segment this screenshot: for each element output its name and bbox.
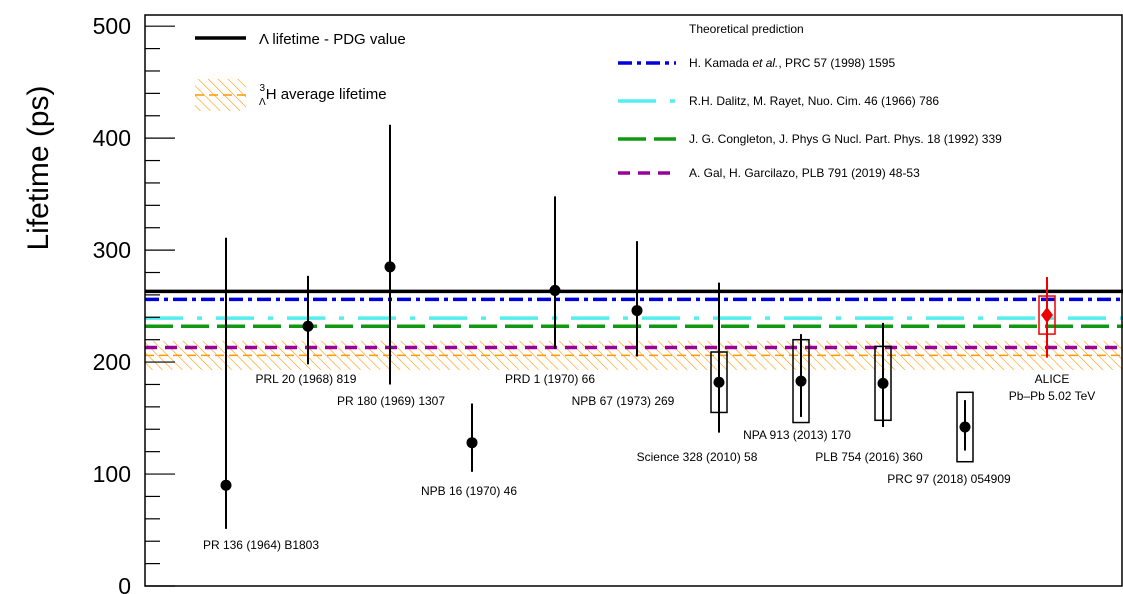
measurement-marker-7 — [795, 375, 807, 387]
legend-theory-title: Theoretical prediction — [689, 22, 804, 36]
y-tick-label: 500 — [93, 13, 131, 39]
measurement-marker-10 — [1041, 307, 1053, 324]
legend-pdg-label: Λ lifetime - PDG value — [259, 31, 406, 48]
measurement-label-3: NPB 16 (1970) 46 — [421, 484, 517, 498]
y-tick-label: 100 — [93, 461, 131, 487]
measurement-5: NPB 67 (1973) 269 — [572, 241, 675, 408]
measurement-marker-0 — [220, 479, 232, 491]
legend-hypertriton-label: 3 ΛH average lifetime — [259, 83, 387, 108]
measurement-marker-8 — [877, 377, 889, 389]
measurement-4: PRD 1 (1970) 66 — [505, 196, 595, 386]
legend-theory-label-0: H. Kamada et al., PRC 57 (1998) 1595 — [689, 56, 895, 70]
measurement-8: PLB 754 (2016) 360 — [815, 322, 923, 464]
legend-left: Λ lifetime - PDG value 3 ΛH average lifet… — [195, 31, 406, 111]
measurement-syst-box-7 — [792, 338, 810, 424]
measurement-marker-5 — [631, 305, 643, 317]
measurement-marker-2 — [384, 261, 396, 273]
measurement-10: ALICE Pb–Pb 5.02 TeV — [1009, 276, 1096, 403]
measurement-label-4: PRD 1 (1970) 66 — [505, 372, 595, 386]
y-tick-label: 200 — [93, 349, 131, 375]
measurement-marker-4 — [549, 284, 561, 296]
measurement-2: PR 180 (1969) 1307 — [337, 124, 445, 408]
measurement-label-0: PR 136 (1964) B1803 — [203, 538, 319, 552]
measurement-label-10-line2: Pb–Pb 5.02 TeV — [1009, 389, 1096, 403]
legend-theory-label-2: J. G. Congleton, J. Phys G Nucl. Part. P… — [689, 132, 1002, 146]
measurement-7: NPA 913 (2013) 170 — [743, 334, 851, 442]
measurement-syst-box-9 — [956, 391, 974, 463]
legend-theory-label-1: R.H. Dalitz, M. Rayet, Nuo. Cim. 46 (196… — [689, 94, 939, 108]
measurement-label-5: NPB 67 (1973) 269 — [572, 394, 675, 408]
y-axis-title: Lifetime (ps) — [22, 85, 55, 250]
measurement-9: PRC 97 (2018) 054909 — [887, 391, 1011, 486]
measurement-1: PRL 20 (1968) 819 — [256, 275, 357, 386]
measurement-3: NPB 16 (1970) 46 — [421, 403, 517, 498]
measurement-label-2: PR 180 (1969) 1307 — [337, 394, 445, 408]
measurement-label-6: Science 328 (2010) 58 — [637, 450, 758, 464]
y-tick-label: 300 — [93, 237, 131, 263]
measurement-6: Science 328 (2010) 58 — [637, 282, 758, 464]
measurement-label-10-line1: ALICE — [1035, 372, 1070, 386]
measurement-label-1: PRL 20 (1968) 819 — [256, 372, 357, 386]
y-tick-label: 0 — [118, 573, 131, 594]
measurement-marker-9 — [959, 421, 971, 433]
legend-theory-label-3: A. Gal, H. Garcilazo, PLB 791 (2019) 48-… — [689, 166, 920, 180]
measurement-0: PR 136 (1964) B1803 — [203, 237, 319, 552]
measurement-syst-box-8 — [874, 345, 892, 422]
measurement-marker-1 — [302, 320, 314, 332]
y-tick-label: 400 — [93, 125, 131, 151]
measurement-syst-box-10 — [1038, 295, 1056, 335]
measurement-label-7: NPA 913 (2013) 170 — [743, 428, 851, 442]
plot-frame — [144, 14, 1123, 587]
measurement-label-8: PLB 754 (2016) 360 — [815, 450, 923, 464]
measurement-syst-box-6 — [710, 351, 728, 414]
measurement-label-9: PRC 97 (2018) 054909 — [887, 472, 1011, 486]
measurement-marker-6 — [713, 376, 725, 388]
legend-theory: Theoretical prediction H. Kamada et al.,… — [618, 22, 1002, 180]
measurement-marker-3 — [466, 437, 478, 449]
